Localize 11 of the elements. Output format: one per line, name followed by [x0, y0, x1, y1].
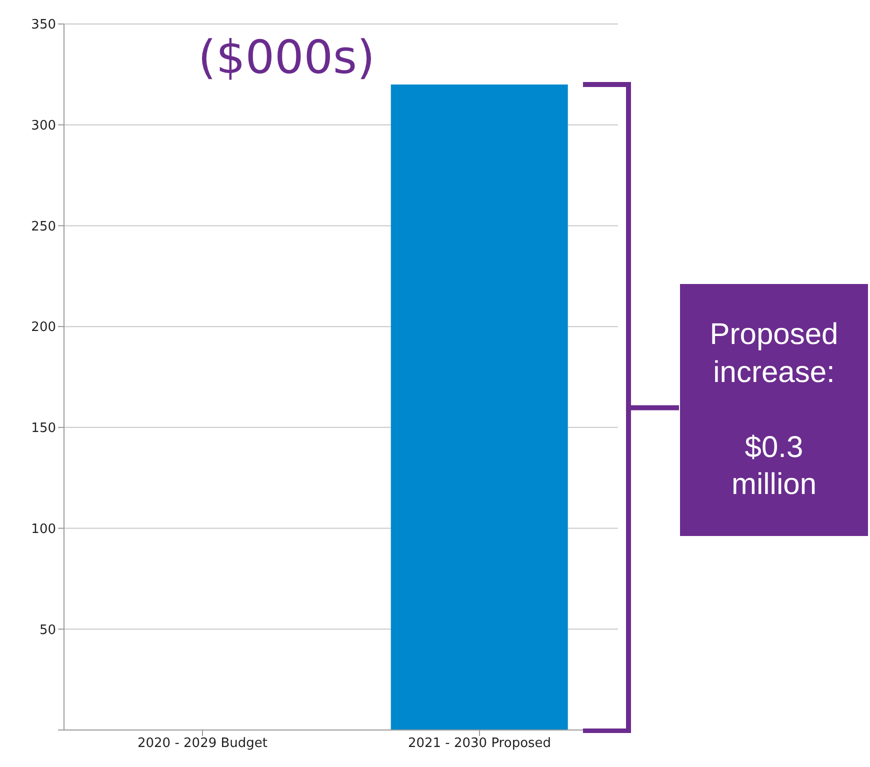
- y-tick-label: 150: [31, 421, 56, 436]
- y-tick-label: 250: [31, 219, 56, 234]
- y-tick-label: 300: [31, 118, 56, 134]
- y-tick-label: 50: [39, 622, 56, 638]
- y-tick-label: 200: [31, 320, 56, 336]
- text: Proposed increase: $0.3 million: [710, 318, 838, 502]
- x-tick-label: 2021 - 2030 Proposed: [408, 736, 552, 752]
- chart-title: ($000s): [198, 30, 375, 84]
- y-tick-label: 350: [31, 18, 56, 33]
- y-tick-label: 100: [31, 522, 56, 537]
- x-tick-label: 2020 - 2029 Budget: [137, 736, 268, 752]
